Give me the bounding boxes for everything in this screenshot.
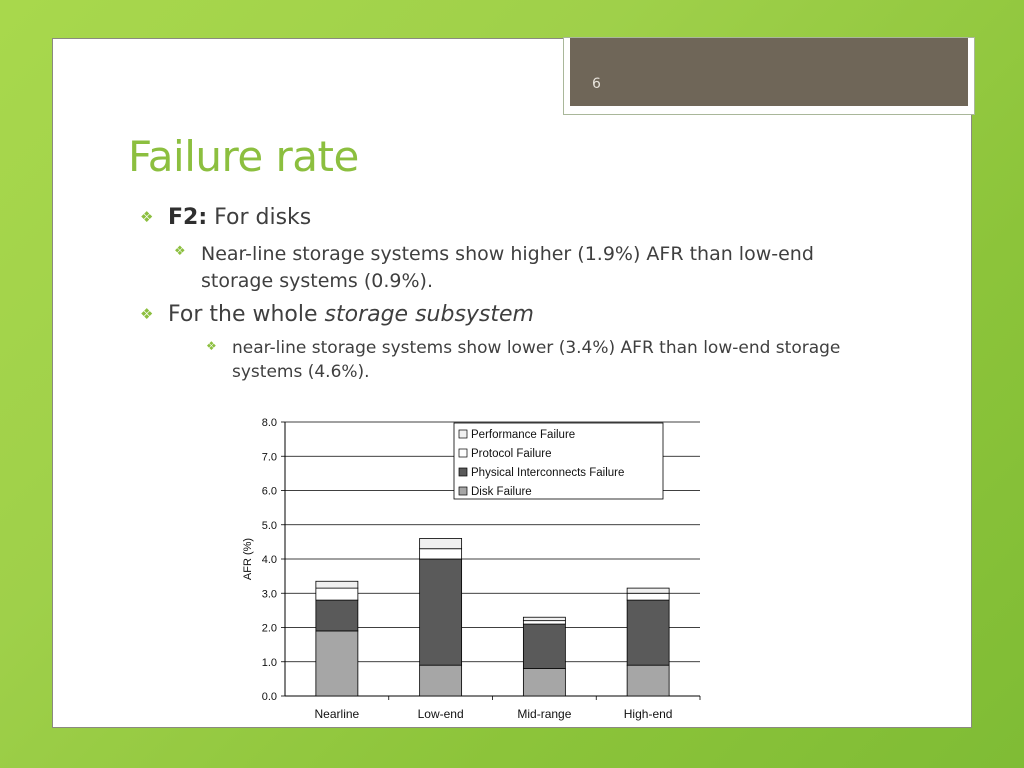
page-number-tab: 6	[563, 37, 975, 115]
legend-box	[453, 422, 664, 500]
bullet-text: For disks	[214, 205, 312, 230]
slide: 6	[52, 37, 975, 728]
bullet-icon: ❖	[206, 339, 217, 353]
page-number-banner: 6	[570, 38, 968, 106]
page-number: 6	[592, 76, 601, 92]
bar-segment	[522, 623, 566, 669]
y-tick-label: 4.0	[262, 554, 277, 566]
y-tick-label: 2.0	[262, 623, 277, 635]
x-tick-label: Mid-range	[517, 707, 571, 721]
legend-label: Disk Failure	[471, 486, 532, 498]
afr-stacked-bar-chart: 0.0 1.0 2.0 3.0 4.0 5.0 6.0 7.0 8.0 AFR (%) Nearli…	[242, 417, 701, 721]
bar-segment	[315, 599, 359, 632]
bar-segment	[315, 580, 359, 589]
bar-segment	[315, 587, 359, 601]
legend-swatch	[458, 486, 468, 496]
bar-segment	[419, 558, 463, 666]
y-tick-label: 6.0	[262, 486, 277, 498]
bar-segment	[419, 664, 463, 697]
bullet-emphasis: storage subsystem	[324, 302, 534, 327]
bar-segment	[626, 587, 670, 594]
legend-swatch	[458, 448, 468, 458]
legend-swatch	[458, 467, 468, 477]
bar-segment	[419, 538, 463, 550]
y-tick-label: 7.0	[262, 451, 277, 463]
bar-segment	[626, 592, 670, 601]
legend-swatch	[458, 429, 468, 439]
y-tick-label: 8.0	[262, 417, 277, 429]
bar-segment	[419, 548, 463, 560]
y-axis-label: AFR (%)	[242, 538, 254, 580]
bullet-text: near-line storage systems show lower (3.…	[232, 338, 841, 382]
legend-label: Protocol Failure	[471, 448, 552, 460]
x-tick-label: Nearline	[315, 707, 360, 721]
y-tick-label: 3.0	[262, 588, 277, 600]
bar-segment	[626, 599, 670, 666]
slide-title: Failure rate	[128, 132, 359, 181]
bullet-prefix: F2:	[168, 205, 208, 230]
bar-segment	[522, 620, 566, 625]
bar-segment	[522, 668, 566, 697]
legend-label: Physical Interconnects Failure	[471, 467, 624, 479]
x-tick-label: Low-end	[418, 707, 464, 721]
y-tick-label: 1.0	[262, 657, 277, 669]
bar-segment	[626, 664, 670, 697]
bullet-text: For the whole	[168, 302, 325, 327]
bullet-icon: ❖	[174, 244, 186, 259]
bar-segment	[315, 630, 359, 697]
y-tick-label: 5.0	[262, 520, 277, 532]
bullet-text: Near-line storage systems show higher (1…	[201, 243, 814, 292]
y-tick-label: 0.0	[262, 691, 277, 703]
bar-segment	[522, 616, 566, 622]
bullet-icon: ❖	[140, 305, 154, 323]
legend-label: Performance Failure	[471, 429, 575, 441]
bullet-icon: ❖	[140, 208, 154, 226]
x-tick-label: High-end	[624, 707, 673, 721]
